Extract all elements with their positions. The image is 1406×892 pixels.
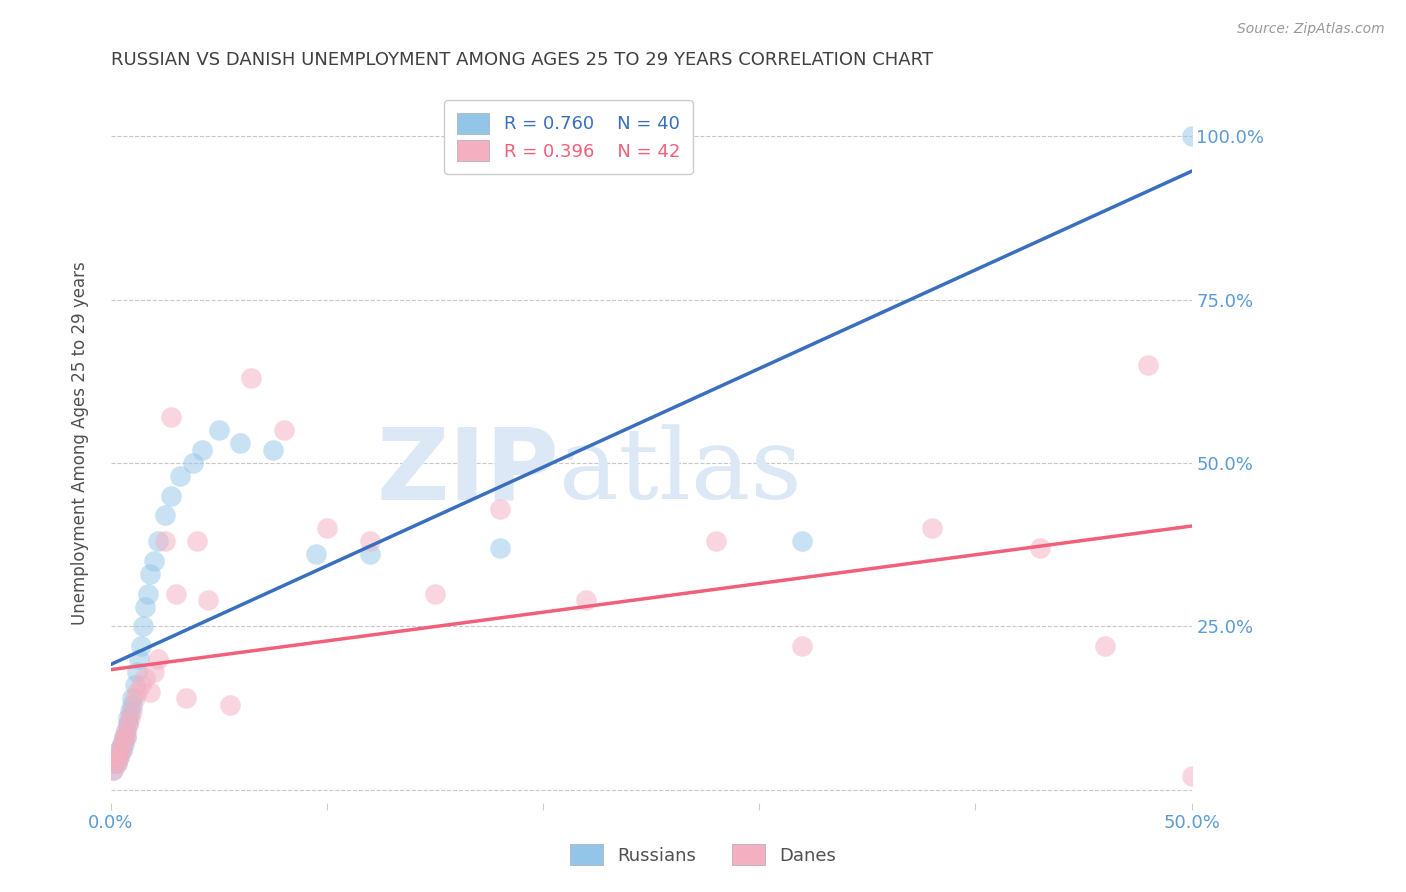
Point [125, 684, 148, 698]
Point [181, 456, 204, 470]
Point [112, 737, 135, 751]
Point [273, 423, 295, 437]
Point [108, 750, 131, 764]
Point [190, 442, 212, 457]
Point [169, 469, 191, 483]
Point [792, 534, 814, 549]
Point [108, 743, 131, 757]
Point [136, 586, 159, 600]
Point [489, 501, 512, 516]
Point [115, 723, 138, 738]
Point [115, 723, 138, 738]
Point [359, 534, 381, 549]
Point [143, 665, 166, 679]
Point [218, 698, 240, 712]
Point [105, 756, 128, 771]
Point [105, 750, 128, 764]
Point [575, 593, 598, 607]
Point [110, 743, 132, 757]
Point [153, 534, 176, 549]
Point [124, 691, 146, 706]
Point [148, 652, 170, 666]
Point [129, 678, 152, 692]
Point [143, 554, 166, 568]
Point [359, 548, 381, 562]
Point [1137, 358, 1160, 372]
Point [110, 737, 132, 751]
Point [110, 743, 132, 757]
Point [921, 521, 943, 535]
Point [121, 698, 143, 712]
Point [1029, 541, 1052, 555]
Point [112, 731, 135, 745]
Point [124, 678, 146, 692]
Point [792, 639, 814, 653]
Point [1094, 639, 1116, 653]
Point [197, 593, 219, 607]
Point [128, 652, 150, 666]
Point [134, 599, 156, 614]
Text: atlas: atlas [560, 425, 801, 520]
Point [153, 508, 176, 523]
Point [104, 756, 127, 771]
Point [121, 704, 143, 718]
Point [117, 717, 139, 731]
Point [110, 737, 132, 751]
Point [208, 423, 231, 437]
Point [316, 521, 339, 535]
Text: Source: ZipAtlas.com: Source: ZipAtlas.com [1237, 22, 1385, 37]
Point [104, 756, 127, 771]
Point [112, 731, 135, 745]
Text: RUSSIAN VS DANISH UNEMPLOYMENT AMONG AGES 25 TO 29 YEARS CORRELATION CHART: RUSSIAN VS DANISH UNEMPLOYMENT AMONG AGE… [111, 51, 932, 69]
Point [120, 711, 142, 725]
Point [160, 489, 183, 503]
Point [148, 534, 170, 549]
Point [176, 691, 198, 706]
Point [117, 717, 139, 731]
Point [120, 704, 142, 718]
Point [138, 566, 160, 581]
Point [125, 665, 148, 679]
Point [138, 684, 160, 698]
Point [129, 639, 152, 653]
Point [105, 750, 128, 764]
Point [704, 534, 727, 549]
Y-axis label: Unemployment Among Ages 25 to 29 years: Unemployment Among Ages 25 to 29 years [72, 261, 89, 625]
Point [134, 672, 156, 686]
Point [1181, 769, 1204, 783]
Point [132, 619, 155, 633]
Point [165, 586, 187, 600]
Point [305, 548, 328, 562]
Point [262, 442, 284, 457]
Point [186, 534, 208, 549]
Point [240, 371, 263, 385]
Point [1181, 129, 1204, 144]
Point [115, 731, 138, 745]
Point [160, 410, 183, 425]
Point [108, 743, 131, 757]
Point [115, 731, 138, 745]
Point [101, 763, 124, 777]
Point [105, 756, 128, 771]
Point [423, 586, 446, 600]
Point [108, 750, 131, 764]
Text: ZIP: ZIP [377, 424, 560, 521]
Point [101, 763, 124, 777]
Point [229, 436, 252, 450]
Point [489, 541, 512, 555]
Point [121, 691, 143, 706]
Point [117, 711, 139, 725]
Legend: Russians, Danes: Russians, Danes [560, 833, 846, 876]
Legend: R = 0.760    N = 40, R = 0.396    N = 42: R = 0.760 N = 40, R = 0.396 N = 42 [444, 100, 693, 174]
